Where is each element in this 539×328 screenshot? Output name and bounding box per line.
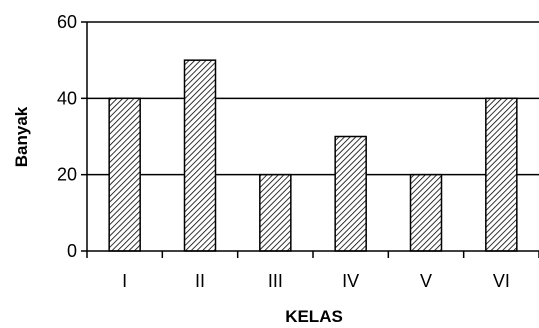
bar-V bbox=[409, 173, 443, 252]
gridlines bbox=[87, 21, 539, 176]
x-tick-label: III bbox=[268, 271, 283, 291]
x-tick-label: V bbox=[420, 271, 432, 291]
bar-IV bbox=[334, 135, 367, 252]
y-tick-label: 20 bbox=[57, 165, 77, 185]
bar-II bbox=[183, 59, 217, 252]
x-axis-title: KELAS bbox=[285, 307, 343, 326]
axes bbox=[81, 21, 539, 258]
y-tick-label: 60 bbox=[57, 12, 77, 32]
y-axis-title: Banyak bbox=[12, 106, 31, 167]
x-tick-label: VI bbox=[493, 271, 510, 291]
x-tick-label: I bbox=[122, 271, 127, 291]
bar-VI bbox=[485, 97, 518, 252]
bars bbox=[108, 59, 518, 252]
y-tick-labels: 0 20 40 60 bbox=[57, 12, 77, 261]
x-tick-labels: I II III IV V VI bbox=[122, 271, 510, 291]
x-tick-label: IV bbox=[342, 271, 359, 291]
bar-I bbox=[108, 97, 141, 252]
x-tick-label: II bbox=[195, 271, 205, 291]
y-tick-label: 0 bbox=[67, 241, 77, 261]
bar-III bbox=[259, 173, 292, 252]
y-tick-label: 40 bbox=[57, 88, 77, 108]
